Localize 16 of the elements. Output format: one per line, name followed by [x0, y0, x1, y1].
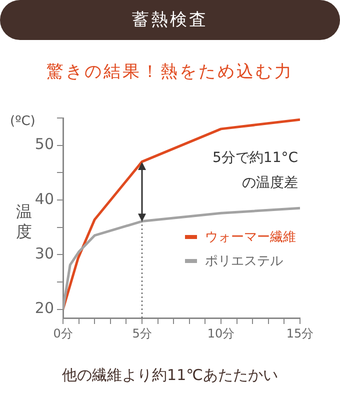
y-tick-label: 20 — [34, 299, 54, 318]
chart-subtitle: 驚きの結果！熱をため込む力 — [46, 61, 294, 83]
legend-label: ポリエステル — [205, 253, 283, 270]
y-tick-label: 40 — [34, 190, 54, 208]
chart-title: 蓄熱検査 — [0, 0, 340, 40]
x-tick-label: 5分 — [132, 326, 152, 340]
y-tick-label: 30 — [34, 244, 54, 263]
annotation: 5分で約11°C の温度差 — [212, 149, 298, 193]
x-tick-label: 10分 — [207, 326, 235, 340]
text: 他の繊維より約11℃あたたかい — [61, 366, 279, 385]
x-tick-label: 15分 — [286, 326, 314, 340]
legend-label: ウォーマー繊維 — [205, 229, 296, 246]
y-tick-label: 50 — [34, 135, 54, 154]
y-axis-title: 温度 — [16, 202, 32, 242]
x-tick-label: 0分 — [53, 326, 73, 340]
text: (ºC) — [10, 114, 36, 129]
